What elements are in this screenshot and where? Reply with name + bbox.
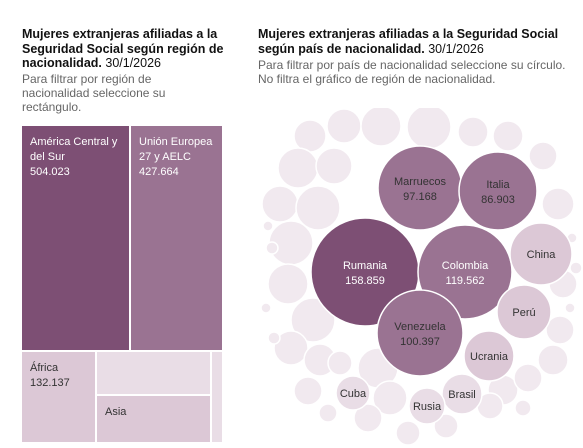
treemap-rect-4[interactable]: Asia: [97, 396, 210, 442]
bubble-label: Cuba: [340, 388, 367, 400]
bubble-title: Mujeres extranjeras afiliadas a la Segur…: [258, 27, 568, 56]
bubble-7[interactable]: Perú: [496, 284, 552, 340]
treemap-label: del Sur: [30, 151, 65, 163]
bubble-1[interactable]: Rumania 158.859: [310, 217, 420, 327]
treemap-small-cell[interactable]: [212, 352, 222, 442]
bubble-filler[interactable]: [293, 376, 323, 406]
bubble-filler[interactable]: [513, 363, 543, 393]
treemap-title: Mujeres extranjeras afiliadas a la Segur…: [22, 27, 244, 71]
bubble-label: Ucrania: [470, 351, 509, 363]
treemap-value: 427.664: [139, 166, 179, 178]
bubble-3[interactable]: Venezuela 100.397: [376, 289, 464, 377]
bubble-label: Colombia: [442, 260, 489, 272]
bubble-filler[interactable]: [293, 119, 327, 153]
bubble-4[interactable]: Marruecos 97.168: [377, 145, 463, 231]
bubble-label: Perú: [512, 307, 535, 319]
bubble-label: Brasil: [448, 389, 476, 401]
bubble-10[interactable]: Rusia: [408, 387, 446, 425]
bubble-filler[interactable]: [353, 403, 383, 433]
bubble-9[interactable]: Brasil: [441, 373, 483, 415]
bubble-8[interactable]: Ucrania: [463, 330, 515, 382]
bubble-filler[interactable]: [545, 315, 575, 345]
bubble-filler[interactable]: [262, 220, 274, 232]
bubble-filler[interactable]: [492, 120, 524, 152]
bubble-filler[interactable]: [277, 147, 319, 189]
bubble-filler[interactable]: [433, 413, 459, 439]
bubble-value: 158.859: [345, 275, 385, 287]
bubble-label: China: [527, 249, 557, 261]
bubble-filler[interactable]: [514, 399, 532, 417]
bubble-filler[interactable]: [315, 147, 353, 185]
bubble-filler[interactable]: [528, 141, 558, 171]
region-treemap[interactable]: América Central y del Sur 504.023 Unión Eur…: [22, 126, 222, 442]
treemap-rect-1[interactable]: América Central y del Sur 504.023: [22, 126, 129, 350]
treemap-label: 27 y AELC: [139, 151, 191, 163]
treemap-label: Unión Europea: [139, 136, 213, 148]
bubble-subtitle: Para filtrar por país de nacionalidad se…: [258, 58, 566, 86]
bubble-filler[interactable]: [360, 108, 402, 147]
bubble-filler[interactable]: [267, 263, 309, 305]
bubble-filler[interactable]: [541, 187, 575, 221]
bubble-filler[interactable]: [295, 185, 341, 231]
treemap-subtitle: Para filtrar por región de nacionalidad …: [22, 72, 166, 114]
bubble-filler[interactable]: [395, 420, 421, 446]
bubble-label: Venezuela: [394, 321, 446, 333]
bubble-6[interactable]: China: [509, 222, 573, 286]
bubble-filler[interactable]: [290, 297, 336, 343]
bubble-filler[interactable]: [537, 344, 569, 376]
bubble-filler[interactable]: [564, 302, 576, 314]
treemap-title-text: Mujeres extranjeras afiliadas a la Segur…: [22, 27, 224, 70]
country-bubble-chart[interactable]: Rumania 158.859 Colombia 119.562 Venezuela 10…: [258, 108, 583, 448]
bubble-filler[interactable]: [327, 350, 353, 376]
treemap-rect-3[interactable]: África 132.137: [22, 352, 95, 442]
bubble-filler[interactable]: [265, 241, 279, 255]
treemap-value: 132.137: [30, 377, 70, 389]
bubble-title-text: Mujeres extranjeras afiliadas a la Segur…: [258, 27, 559, 56]
bubble-11[interactable]: Cuba: [335, 375, 371, 411]
treemap-value: 504.023: [30, 166, 70, 178]
bubble-filler[interactable]: [261, 185, 299, 223]
treemap-label: África: [30, 361, 59, 374]
bubble-label: Marruecos: [394, 176, 446, 188]
bubble-filler[interactable]: [318, 403, 338, 423]
bubble-date: 30/1/2026: [428, 41, 484, 56]
bubble-filler[interactable]: [569, 261, 583, 275]
bubble-label: Italia: [486, 179, 510, 191]
treemap-small-cell[interactable]: [97, 352, 210, 394]
bubble-filler[interactable]: [372, 380, 408, 416]
bubble-filler[interactable]: [267, 331, 281, 345]
treemap-label: América Central y: [30, 136, 118, 148]
bubble-filler[interactable]: [260, 302, 272, 314]
bubble-filler[interactable]: [406, 108, 452, 150]
bubble-value: 119.562: [446, 275, 485, 287]
bubble-filler[interactable]: [457, 116, 489, 148]
bubble-filler[interactable]: [273, 330, 309, 366]
bubble-value: 100.397: [400, 336, 440, 348]
treemap-label: Asia: [105, 406, 127, 418]
treemap-date: 30/1/2026: [105, 56, 161, 70]
bubble-label: Rusia: [413, 401, 442, 413]
bubble-value: 97.168: [403, 191, 437, 203]
bubble-filler[interactable]: [326, 108, 362, 144]
bubble-value: 86.903: [481, 194, 515, 206]
bubble-5[interactable]: Italia 86.903: [458, 151, 538, 231]
bubble-label: Rumania: [343, 260, 388, 272]
treemap-rect-2[interactable]: Unión Europea 27 y AELC 427.664: [131, 126, 222, 350]
